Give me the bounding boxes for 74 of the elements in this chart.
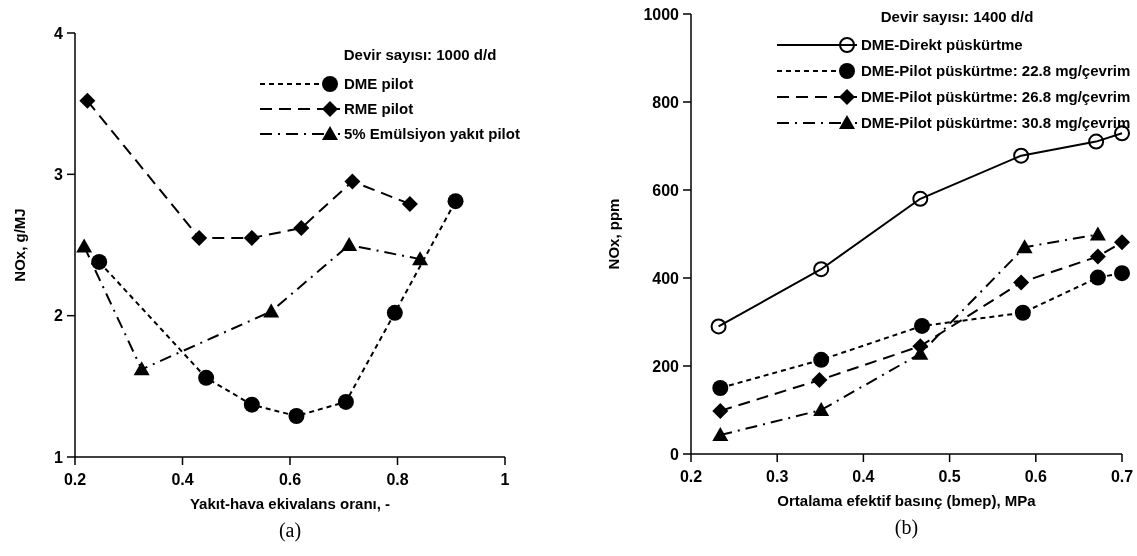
x-tick-label: 0.2 (63, 471, 87, 488)
y-tick-label: 1 (54, 448, 64, 466)
point (1013, 274, 1030, 291)
x-tick-label: 0.8 (386, 471, 409, 488)
x-tick-label: 0.3 (766, 468, 789, 485)
point (712, 380, 729, 396)
point (1016, 239, 1033, 254)
point (341, 237, 358, 251)
y-tick-label: 600 (652, 181, 680, 199)
x-tick-label: 0.6 (1024, 468, 1048, 485)
point (811, 372, 828, 389)
point (386, 304, 403, 321)
point (1014, 304, 1031, 321)
x-axis-title: Ortalama efektif basınç (bmep), MPa (777, 492, 1037, 509)
point (1114, 265, 1130, 282)
point (401, 196, 418, 213)
legend-label: DME-Pilot püskürtme: 22.8 mg/çevrim (861, 62, 1131, 80)
x-tick-label: 0.2 (679, 468, 703, 485)
point (912, 190, 929, 207)
y-axis-title: NOx, ppm (605, 198, 622, 270)
point (243, 229, 260, 246)
x-tick-label: 0.7 (1110, 468, 1134, 485)
text: (b) (894, 516, 919, 539)
y-tick-label: 800 (652, 93, 680, 111)
legend-label: 5% Emülsiyon yakıt pilot (344, 125, 520, 143)
point (191, 229, 208, 246)
x-tick-label: 0.6 (278, 471, 302, 488)
point (813, 261, 830, 278)
point (337, 393, 354, 410)
point (712, 427, 729, 442)
point (344, 173, 361, 190)
y-tick-label: 4 (54, 24, 64, 42)
legend-label: DME pilot (344, 75, 414, 93)
point (1114, 234, 1130, 251)
point (813, 402, 830, 416)
y-tick-label: 2 (54, 307, 64, 325)
point (1088, 133, 1105, 150)
point (447, 193, 464, 210)
y-tick-label: 400 (652, 269, 680, 287)
legend-label: DME-Pilot püskürtme: 30.8 mg/çevrim (861, 114, 1131, 132)
y-tick-label: 200 (652, 357, 680, 375)
legend-label: DME-Pilot püskürtme: 26.8 mg/çevrim (861, 88, 1131, 106)
point (813, 351, 830, 368)
point (1013, 147, 1030, 164)
point (79, 92, 96, 109)
y-tick-label: 1000 (643, 5, 680, 23)
y-tick-label: 0 (670, 445, 680, 463)
x-tick-label: 1 (500, 471, 510, 488)
legend-title: Devir sayısı: 1400 d/d (880, 8, 1034, 25)
point (263, 303, 280, 318)
point (1089, 269, 1106, 286)
point (198, 369, 215, 386)
x-tick-label: 0.4 (852, 468, 875, 485)
point (914, 317, 931, 334)
point (1089, 226, 1106, 241)
y-axis-title: NOx, g/MJ (11, 208, 28, 282)
point (76, 238, 93, 253)
point (133, 361, 150, 376)
point (243, 396, 260, 413)
legend-label: RME pilot (344, 100, 414, 118)
point (288, 408, 305, 425)
point (91, 253, 108, 270)
point (712, 402, 729, 419)
x-axis-title: Yakıt-hava ekivalans oranı, - (189, 495, 391, 512)
legend-title: Devir sayısı: 1000 d/d (343, 46, 497, 63)
point (1089, 248, 1106, 265)
legend-label: DME-Direkt püskürtme (861, 36, 1023, 54)
text: (a) (278, 519, 302, 542)
x-tick-label: 0.5 (938, 468, 961, 485)
point (710, 318, 727, 335)
y-tick-label: 3 (54, 165, 64, 183)
point (293, 220, 310, 237)
point (412, 251, 429, 266)
x-tick-label: 0.4 (171, 471, 194, 488)
